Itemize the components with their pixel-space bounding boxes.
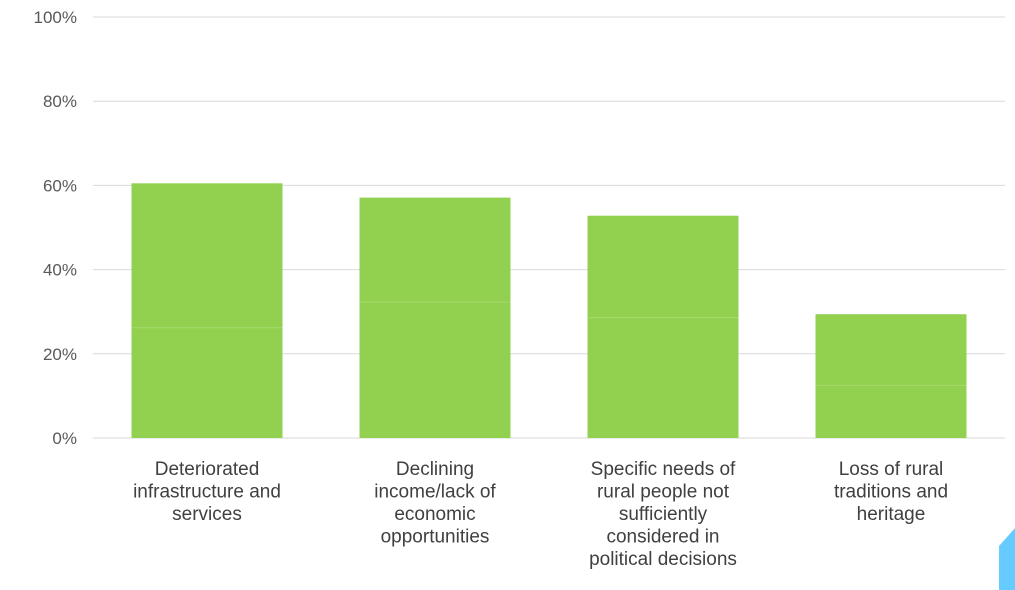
x-category-label-line: rural people not [597,482,730,503]
x-category-label-line: heritage [857,504,926,525]
x-category-label-line: Loss of rural [839,459,944,480]
x-category-label-line: economic [394,504,475,525]
x-category-label-line: infrastructure and [133,482,281,503]
bar-segment-4-1 [815,385,967,438]
x-category-label-line: opportunities [381,527,490,548]
x-category-label-line: Specific needs of [591,459,736,480]
x-category-label-line: Deteriorated [155,459,260,480]
x-category-label: Deteriorated infrastructure and services [133,459,281,525]
x-category-label-line: traditions and [834,482,948,503]
x-category-label-line: Declining [396,459,474,480]
x-category-label-line: political decisions [589,549,737,570]
y-tick-label: 80% [43,92,77,111]
x-category-label-line: services [172,504,242,525]
y-tick-label: 20% [43,345,77,364]
bar-segment-3-2 [587,215,739,318]
bar-segment-2-1 [359,302,511,438]
x-category-label: Loss of rural traditions and heritage [834,459,948,525]
y-axis-ticks: 0% 20% 40% 60% 80% 100% [34,8,77,448]
decorative-corner-shape [999,528,1015,590]
x-axis-labels: Deteriorated infrastructure and servicesDe… [133,459,948,570]
y-tick-label: 40% [43,261,77,280]
bar-segment-4-2 [815,314,967,386]
x-category-label: Specific needs of rural people not suffici… [589,459,737,570]
bars [131,183,967,438]
x-category-label: Declining income/lack of economic opportuni… [374,459,496,548]
x-category-label-line: considered in [606,527,719,548]
x-category-label-line: sufficiently [619,504,708,525]
bar-segment-3-1 [587,317,739,438]
y-tick-label: 0% [52,429,77,448]
bar-segment-1-2 [131,183,283,328]
y-tick-label: 100% [34,8,77,27]
x-category-label-line: income/lack of [374,482,496,503]
y-tick-label: 60% [43,176,77,195]
bar-segment-2-2 [359,197,511,303]
bar-segment-1-1 [131,327,283,438]
